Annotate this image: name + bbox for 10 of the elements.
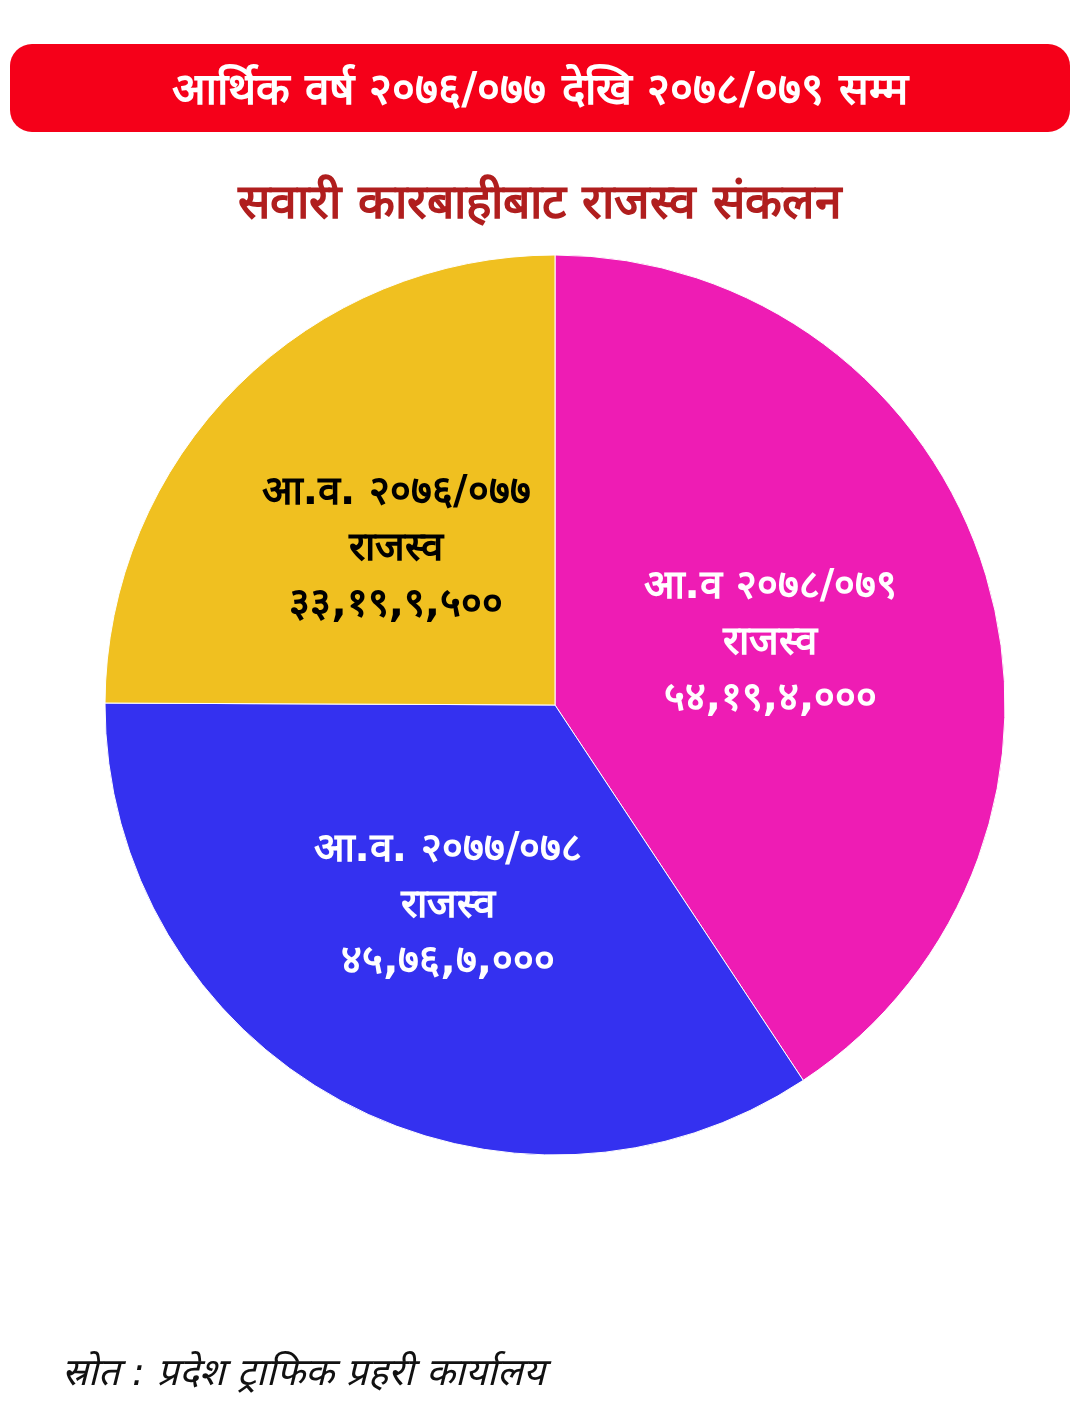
chart-title: आर्थिक वर्ष २०७६/०७७ देखि २०७८/०७९ सम्म: [171, 63, 911, 114]
pie-slice: [104, 254, 556, 706]
chart-subtitle: सवारी कारबाहीबाट राजस्व संकलन: [236, 173, 845, 229]
slice-label: आ.व. २०७६/०७७ राजस्व: [261, 466, 531, 569]
data-label: ४५,७६,७,०००: [341, 935, 555, 982]
data-label: ५४,१९,४,०००: [663, 673, 878, 720]
slice-label: आ.व २०७८/०७९ राजस्व: [643, 561, 898, 664]
text: स्रोत : प्रदेश ट्राफिक प्रहरी कार्यालय: [62, 1350, 553, 1394]
data-label: ३३,१९,९,५००: [289, 578, 504, 625]
slice-label: आ.व. २०७७/०७८ राजस्व: [313, 823, 583, 926]
